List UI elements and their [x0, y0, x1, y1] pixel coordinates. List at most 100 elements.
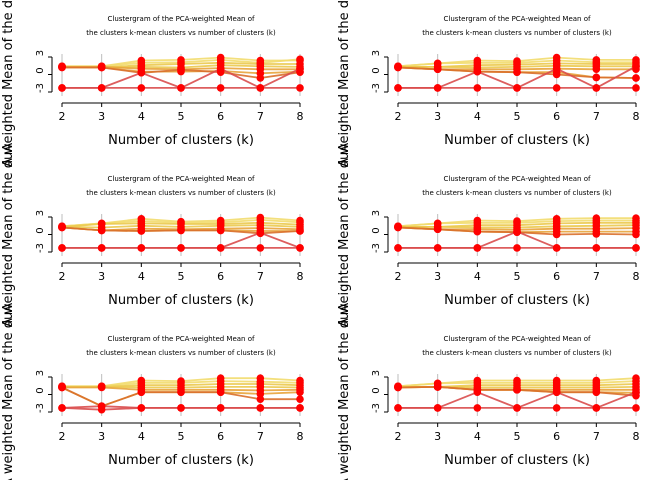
x-tick-label-2: 3: [434, 110, 441, 123]
x-tick-label-2: 3: [434, 430, 441, 443]
y-tick-label-1: -3: [371, 403, 382, 413]
y-tick-label-3: 3: [35, 50, 46, 56]
data-point-s9-k4: [137, 244, 146, 252]
data-point-s7-k8: [632, 74, 640, 82]
data-point-s8-k4: [473, 84, 482, 92]
y-tick-label-1: -3: [35, 83, 46, 93]
x-tick-label-3: 4: [138, 270, 145, 283]
y-tick-label-2: 0: [371, 227, 382, 233]
chart-title-line1: Clustergram of the PCA-weighted Mean of: [108, 335, 255, 343]
data-point-s9-k8: [632, 244, 640, 252]
chart-title-line2: the clusters k-mean clusters vs number o…: [422, 29, 612, 37]
data-point-s9-k3: [433, 84, 442, 92]
data-point-s7-k7: [592, 73, 601, 82]
data-point-s8-k6: [552, 404, 561, 412]
data-point-s9-k2: [394, 404, 402, 412]
data-point-s9-k6: [552, 244, 561, 252]
x-tick-label-4: 5: [178, 270, 185, 283]
data-point-s9-k4: [473, 388, 482, 396]
x-tick-label-4: 5: [178, 430, 185, 443]
x-tick-label-4: 5: [514, 430, 521, 443]
data-point-s5-k3: [97, 383, 106, 392]
y-tick-label-1: -3: [35, 403, 46, 413]
data-point-s7-k2: [58, 223, 66, 232]
data-point-s9-k3: [97, 244, 106, 252]
data-point-s9-k7: [592, 244, 601, 252]
data-point-s8-k8: [632, 404, 640, 412]
data-point-s6-k7: [256, 390, 265, 398]
data-point-s5-k7: [592, 65, 601, 74]
data-point-s9-k2: [394, 244, 402, 252]
x-tick-label-6: 7: [257, 430, 264, 443]
y-tick-label-1: -3: [371, 243, 382, 253]
x-tick-label-6: 7: [257, 270, 264, 283]
data-point-s9-k6: [216, 64, 225, 73]
data-point-s7-k6: [216, 388, 225, 396]
data-point-s9-k2: [58, 404, 66, 412]
x-tick-label-5: 6: [217, 430, 224, 443]
x-tick-label-6: 7: [593, 110, 600, 123]
x-tick-label-2: 3: [98, 270, 105, 283]
data-point-s7-k4: [137, 388, 146, 396]
data-point-s8-k8: [296, 84, 304, 92]
x-tick-label-1: 2: [395, 430, 402, 443]
clustergram-panel-4: Clustergram of the PCA-weighted Mean of t…: [337, 143, 640, 327]
data-point-s9-k8: [296, 64, 304, 73]
data-point-s9-k2: [58, 84, 66, 92]
data-point-s8-k4: [137, 84, 146, 92]
data-point-s6-k8: [296, 388, 304, 396]
x-tick-label-4: 5: [514, 110, 521, 123]
data-point-s9-k3: [97, 84, 106, 92]
chart-title-line2: the clusters k-mean clusters vs number o…: [422, 349, 612, 357]
data-point-s9-k6: [552, 64, 561, 73]
data-point-s8-k7: [256, 244, 265, 252]
data-point-s7-k2: [58, 383, 66, 392]
x-tick-label-5: 6: [553, 430, 560, 443]
y-axis-label: A weighted Mean of the duA: [337, 143, 352, 327]
y-tick-label-2: 0: [35, 387, 46, 393]
data-point-s7-k2: [394, 63, 402, 72]
x-axis-label: Number of clusters (k): [108, 293, 254, 308]
data-point-s9-k6: [216, 244, 225, 252]
x-tick-label-7: 8: [297, 270, 304, 283]
data-point-s8-k8: [632, 84, 640, 92]
x-tick-label-4: 5: [514, 270, 521, 283]
chart-title-line2: the clusters k-mean clusters vs number o…: [422, 189, 612, 197]
data-point-s7-k5: [177, 388, 185, 396]
x-axis-label: Number of clusters (k): [444, 453, 590, 468]
clustergram-panel-5: Clustergram of the PCA-weighted Mean of t…: [1, 303, 304, 484]
x-tick-label-3: 4: [138, 110, 145, 123]
y-tick-label-3: 3: [371, 370, 382, 376]
chart-title-line2: the clusters k-mean clusters vs number o…: [86, 29, 276, 37]
data-point-s7-k6: [552, 70, 561, 79]
data-point-s9-k8: [632, 388, 640, 396]
data-point-s9-k5: [177, 404, 185, 412]
x-tick-label-6: 7: [593, 270, 600, 283]
data-point-s7-k5: [513, 386, 521, 394]
y-axis-label: A weighted Mean of the duA: [337, 0, 352, 167]
x-tick-label-3: 4: [138, 430, 145, 443]
x-tick-label-1: 2: [59, 110, 66, 123]
x-tick-label-3: 4: [474, 110, 481, 123]
data-point-s9-k2: [58, 244, 66, 252]
y-axis-label: A weighted Mean of the duA: [1, 0, 16, 167]
data-point-s7-k3: [97, 63, 106, 72]
data-point-s9-k7: [592, 404, 601, 412]
chart-title-line1: Clustergram of the PCA-weighted Mean of: [444, 15, 591, 23]
data-point-s9-k7: [256, 404, 265, 412]
data-point-s9-k3: [97, 405, 106, 414]
data-point-s9-k4: [137, 68, 146, 77]
y-axis-label: A weighted Mean of the duA: [337, 303, 352, 480]
y-tick-label-1: -3: [371, 83, 382, 93]
data-point-s9-k4: [137, 404, 146, 412]
data-point-s7-k3: [97, 226, 106, 235]
data-point-s9-k5: [177, 84, 185, 92]
x-tick-label-7: 8: [633, 110, 640, 123]
x-tick-label-6: 7: [593, 430, 600, 443]
x-tick-label-5: 6: [553, 270, 560, 283]
data-point-s7-k6: [552, 230, 561, 239]
x-tick-label-1: 2: [395, 110, 402, 123]
data-point-s9-k7: [256, 84, 265, 92]
clustergram-panel-3: Clustergram of the PCA-weighted Mean of t…: [1, 143, 304, 327]
